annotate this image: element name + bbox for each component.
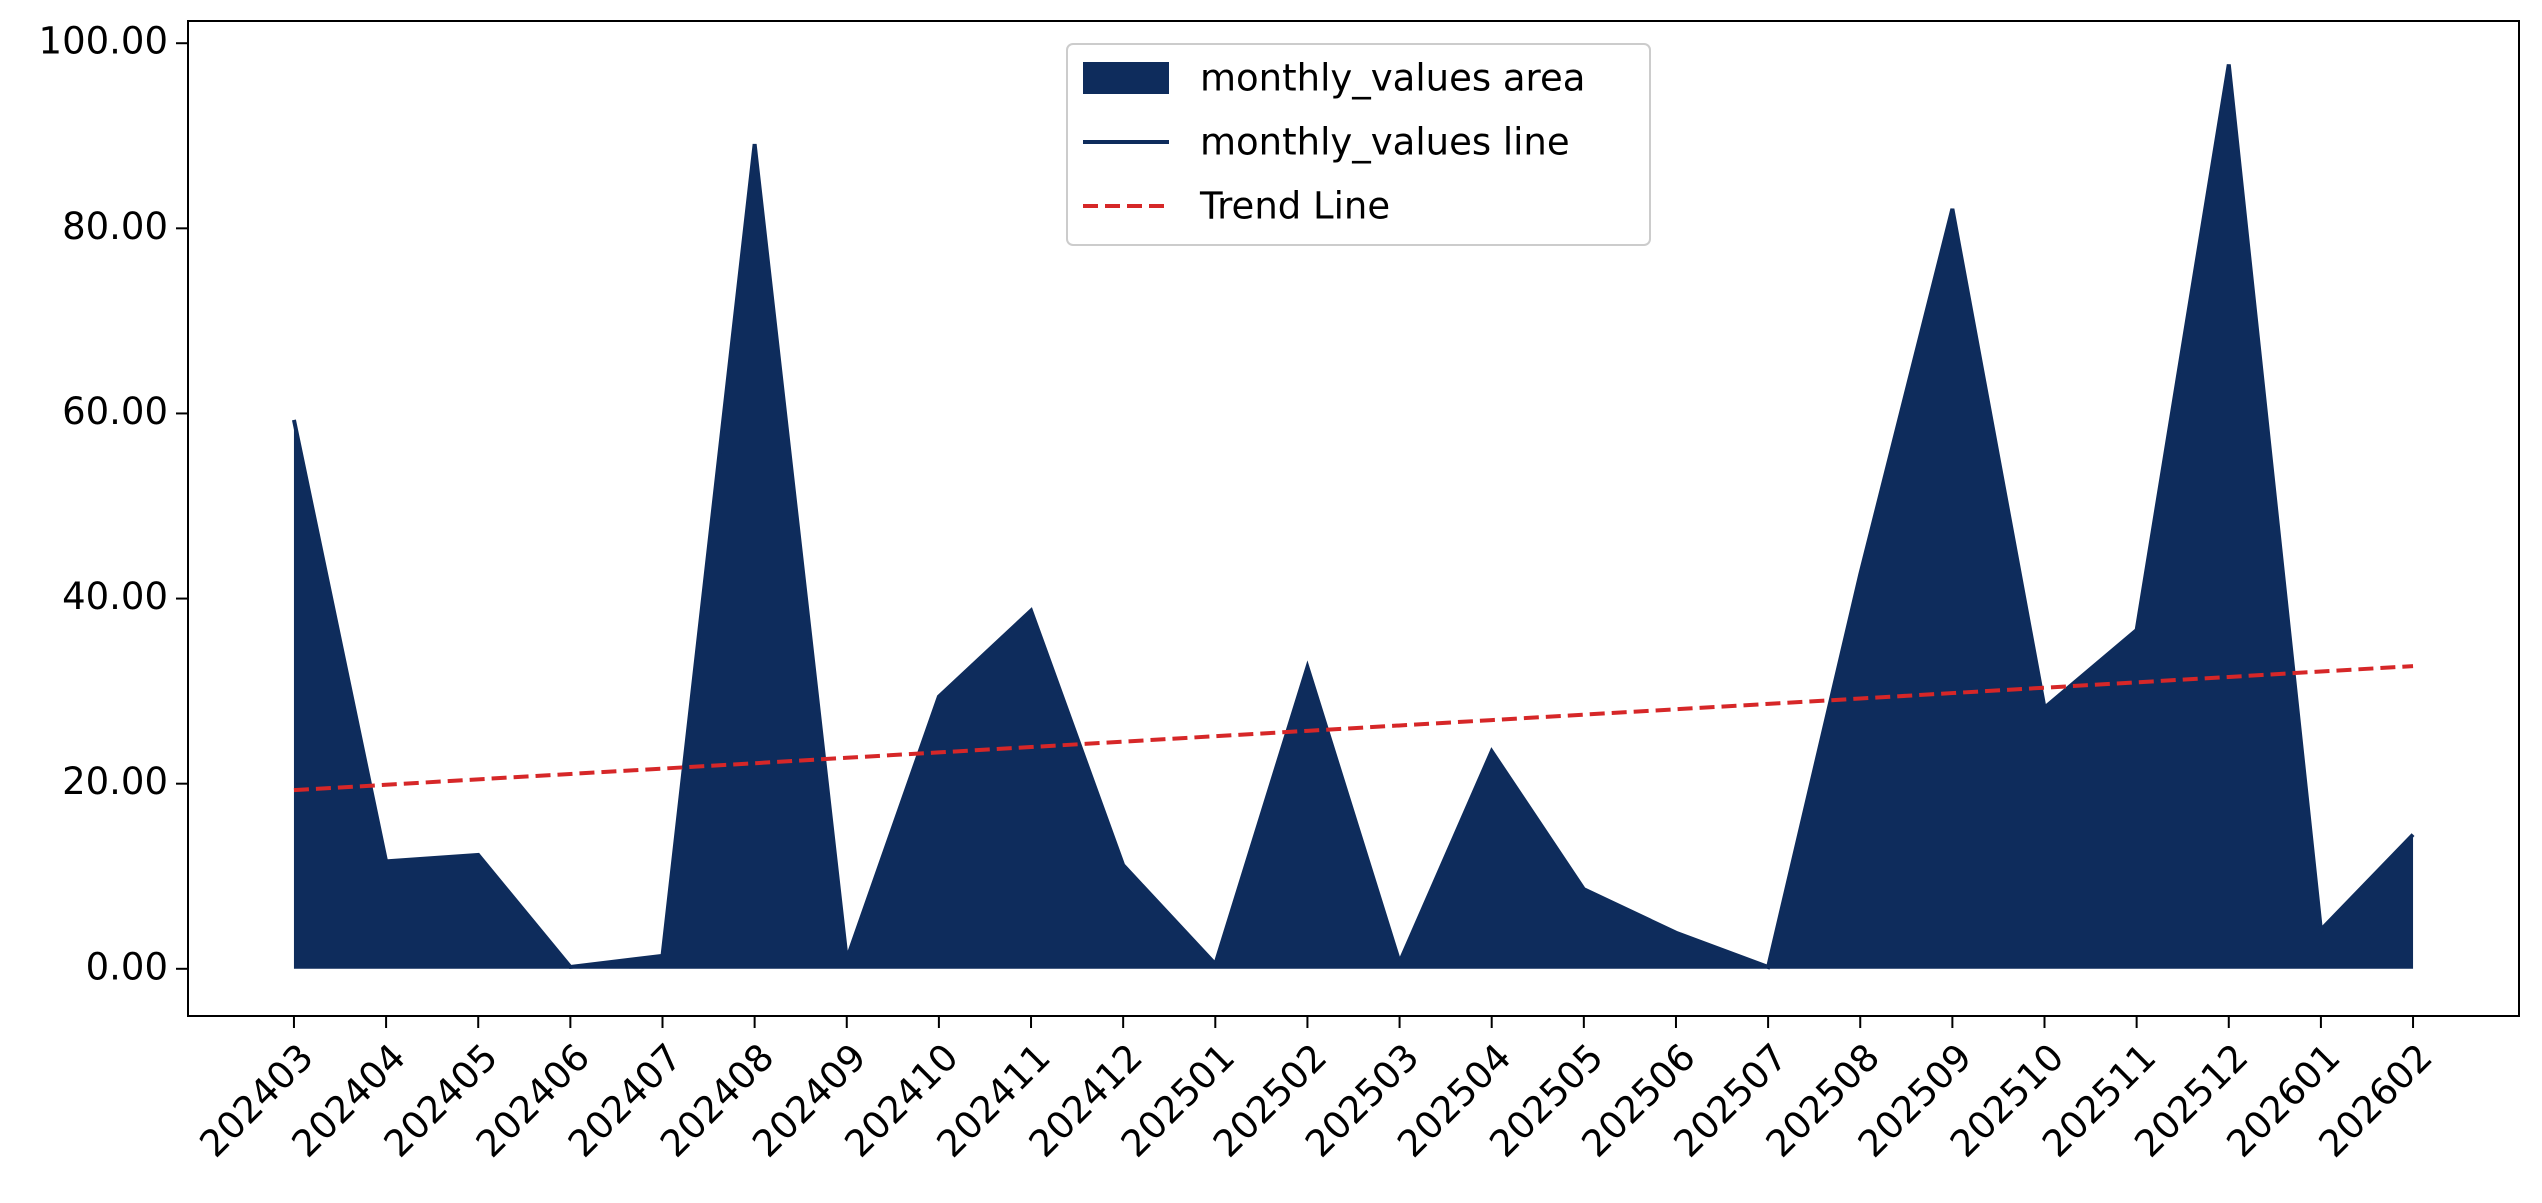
legend-swatch	[1083, 62, 1169, 94]
legend: monthly_values area monthly_values line Tr…	[1066, 43, 1651, 246]
legend-label: monthly_values line	[1200, 121, 1570, 164]
y-tick-label: 0.00	[86, 945, 168, 988]
legend-label: monthly_values area	[1200, 57, 1585, 100]
legend-box	[1066, 43, 1651, 246]
line	[291, 64, 2415, 970]
area	[293, 64, 2414, 969]
legend-label: Trend Line	[1199, 185, 1390, 228]
y-tick-label: 100.00	[39, 20, 168, 63]
plot-frame	[187, 20, 2520, 1017]
y-tick-label: 80.00	[62, 205, 168, 248]
line	[293, 664, 2414, 793]
y-tick-label: 40.00	[62, 575, 168, 618]
y-tick-label: 20.00	[62, 760, 168, 803]
y-tick-label: 60.00	[62, 390, 168, 433]
